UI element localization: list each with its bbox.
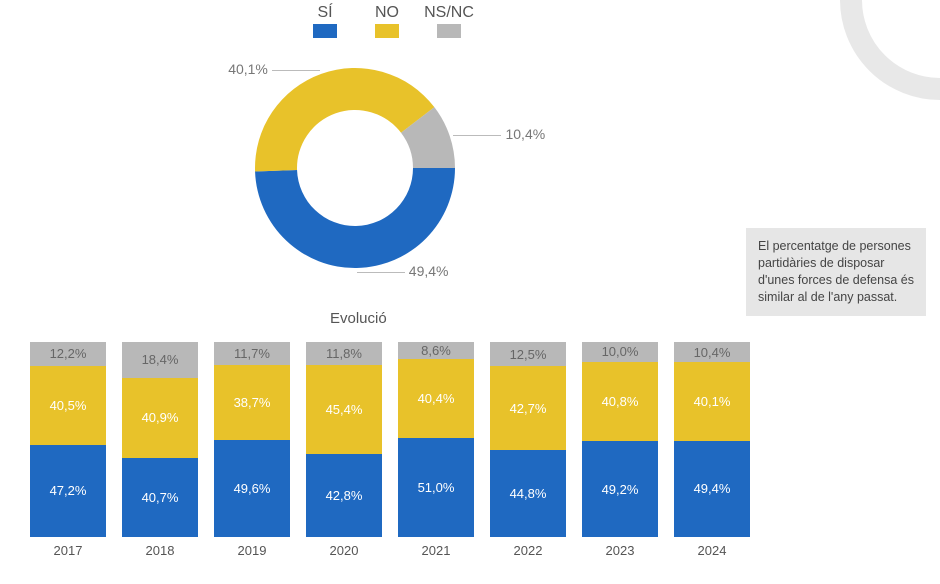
bar-year-label: 2022 [514, 543, 543, 558]
bar-year-label: 2017 [54, 543, 83, 558]
bar-segment-label: 42,8% [326, 488, 363, 503]
stacked-bar: 12,2% 40,5% 47,2% [30, 342, 106, 537]
bar-segment-label: 40,9% [142, 410, 179, 425]
stacked-bar: 12,5% 42,7% 44,8% [490, 342, 566, 537]
stacked-bar: 10,4% 40,1% 49,4% [674, 342, 750, 537]
bar-segment-no: 42,7% [490, 366, 566, 449]
bar-segment-label: 40,5% [50, 398, 87, 413]
donut-connector [357, 272, 405, 273]
legend-label: NO [375, 4, 399, 22]
bar-segment-nsnc: 12,2% [30, 342, 106, 366]
bar-segment-no: 40,5% [30, 366, 106, 445]
bar-segment-label: 38,7% [234, 395, 271, 410]
decorative-corner-arc [840, 0, 940, 100]
bar-segment-label: 47,2% [50, 483, 87, 498]
bar-segment-nsnc: 10,4% [674, 342, 750, 362]
bar-column: 11,7% 38,7% 49,6% 2019 [214, 342, 290, 558]
bar-segment-si: 44,8% [490, 450, 566, 537]
bar-segment-label: 18,4% [142, 352, 179, 367]
bar-segment-no: 40,8% [582, 362, 658, 442]
bar-column: 8,6% 40,4% 51,0% 2021 [398, 342, 474, 558]
bar-segment-label: 8,6% [421, 343, 451, 358]
stacked-bar: 11,7% 38,7% 49,6% [214, 342, 290, 537]
evolution-title: Evolució [330, 310, 387, 327]
donut-connector [453, 135, 501, 136]
bar-segment-label: 49,4% [694, 481, 731, 496]
bar-column: 12,5% 42,7% 44,8% 2022 [490, 342, 566, 558]
bar-segment-si: 42,8% [306, 454, 382, 537]
donut-connector [272, 70, 320, 71]
bar-segment-no: 45,4% [306, 365, 382, 454]
legend-item-nsnc: NS/NC [429, 4, 469, 38]
legend: SÍ NO NS/NC [305, 4, 469, 38]
bar-segment-no: 40,1% [674, 362, 750, 440]
stacked-bar: 11,8% 45,4% 42,8% [306, 342, 382, 537]
bar-segment-label: 12,5% [510, 347, 547, 362]
bar-segment-nsnc: 18,4% [122, 342, 198, 378]
bar-segment-label: 51,0% [418, 480, 455, 495]
evolution-bars: 12,2% 40,5% 47,2% 2017 18,4% 40,9% 40,7% 2018 11… [30, 338, 750, 558]
bar-year-label: 2018 [146, 543, 175, 558]
bar-segment-label: 40,1% [694, 394, 731, 409]
bar-segment-si: 49,4% [674, 441, 750, 537]
bar-segment-label: 12,2% [50, 346, 87, 361]
bar-year-label: 2019 [238, 543, 267, 558]
bar-segment-si: 40,7% [122, 458, 198, 537]
donut-chart [245, 58, 465, 278]
bar-segment-si: 51,0% [398, 438, 474, 537]
stacked-bar: 8,6% 40,4% 51,0% [398, 342, 474, 537]
bar-segment-label: 10,4% [694, 345, 731, 360]
note-box: El percentatge de persones partidàries d… [746, 228, 926, 316]
bar-segment-no: 40,4% [398, 359, 474, 438]
bar-segment-label: 42,7% [510, 401, 547, 416]
bar-segment-no: 38,7% [214, 365, 290, 440]
bar-segment-label: 40,4% [418, 391, 455, 406]
legend-item-si: SÍ [305, 4, 345, 38]
bar-year-label: 2024 [698, 543, 727, 558]
bar-segment-nsnc: 10,0% [582, 342, 658, 362]
bar-year-label: 2021 [422, 543, 451, 558]
legend-item-no: NO [367, 4, 407, 38]
bar-segment-label: 11,7% [234, 346, 270, 361]
stacked-bar: 10,0% 40,8% 49,2% [582, 342, 658, 537]
donut-label-si: 49,4% [409, 263, 449, 279]
bar-column: 10,0% 40,8% 49,2% 2023 [582, 342, 658, 558]
bar-column: 11,8% 45,4% 42,8% 2020 [306, 342, 382, 558]
bar-segment-label: 10,0% [602, 344, 639, 359]
bar-year-label: 2023 [606, 543, 635, 558]
legend-swatch [437, 24, 461, 38]
bar-column: 10,4% 40,1% 49,4% 2024 [674, 342, 750, 558]
bar-segment-nsnc: 11,7% [214, 342, 290, 365]
bar-segment-si: 47,2% [30, 445, 106, 537]
legend-label: SÍ [317, 4, 332, 22]
bar-segment-label: 49,6% [234, 481, 271, 496]
bar-segment-no: 40,9% [122, 378, 198, 458]
legend-label: NS/NC [424, 4, 474, 22]
donut-label-no: 40,1% [222, 61, 268, 77]
donut-slice-si [255, 168, 455, 268]
note-text: El percentatge de persones partidàries d… [758, 239, 914, 304]
bar-segment-label: 11,8% [326, 346, 362, 361]
bar-segment-label: 45,4% [326, 402, 363, 417]
legend-swatch [375, 24, 399, 38]
bar-segment-si: 49,6% [214, 440, 290, 537]
bar-segment-label: 40,8% [602, 394, 639, 409]
bar-segment-label: 49,2% [602, 482, 639, 497]
bar-segment-nsnc: 12,5% [490, 342, 566, 366]
bar-segment-si: 49,2% [582, 441, 658, 537]
bar-segment-label: 40,7% [142, 490, 179, 505]
stacked-bar: 18,4% 40,9% 40,7% [122, 342, 198, 537]
bar-segment-nsnc: 11,8% [306, 342, 382, 365]
bar-column: 18,4% 40,9% 40,7% 2018 [122, 342, 198, 558]
donut-slice-no [255, 68, 434, 171]
donut-label-nsnc: 10,4% [505, 126, 545, 142]
bar-segment-nsnc: 8,6% [398, 342, 474, 359]
bar-year-label: 2020 [330, 543, 359, 558]
legend-swatch [313, 24, 337, 38]
bar-column: 12,2% 40,5% 47,2% 2017 [30, 342, 106, 558]
bar-segment-label: 44,8% [510, 486, 547, 501]
